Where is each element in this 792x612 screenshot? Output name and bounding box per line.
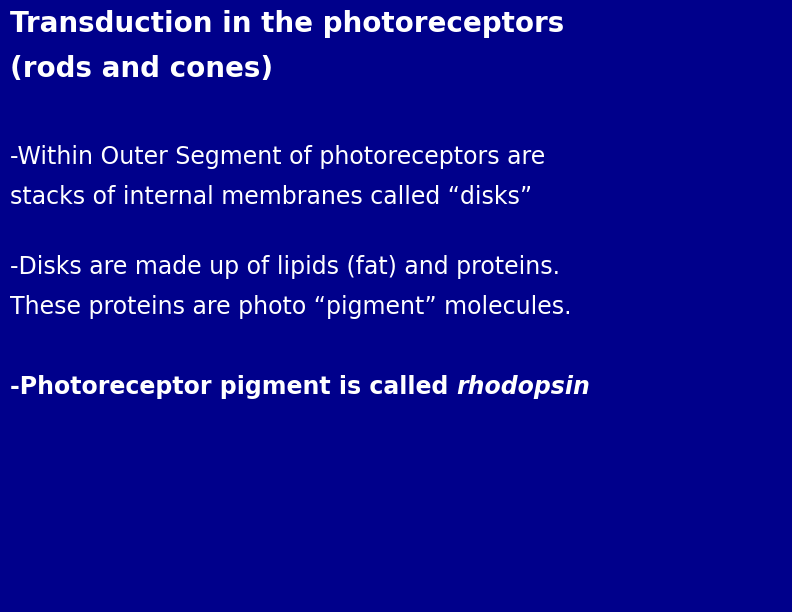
Text: -Within Outer Segment of photoreceptors are: -Within Outer Segment of photoreceptors … <box>10 145 545 169</box>
Text: -Disks are made up of lipids (fat) and proteins.: -Disks are made up of lipids (fat) and p… <box>10 255 560 279</box>
Text: stacks of internal membranes called “disks”: stacks of internal membranes called “dis… <box>10 185 532 209</box>
Text: (rods and cones): (rods and cones) <box>10 55 273 83</box>
Text: These proteins are photo “pigment” molecules.: These proteins are photo “pigment” molec… <box>10 295 572 319</box>
Text: -Photoreceptor pigment is called: -Photoreceptor pigment is called <box>10 375 457 399</box>
Text: Transduction in the photoreceptors: Transduction in the photoreceptors <box>10 10 564 38</box>
Text: rhodopsin: rhodopsin <box>457 375 591 399</box>
